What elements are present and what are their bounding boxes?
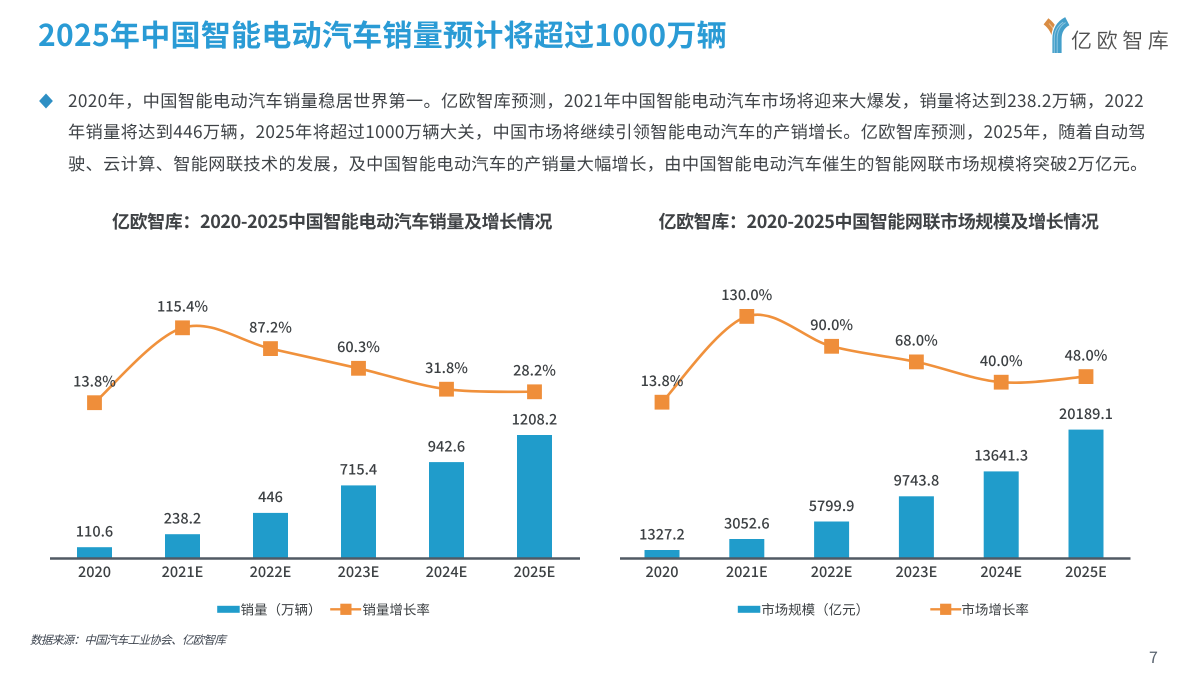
svg-text:130.0%: 130.0% [721, 284, 772, 305]
svg-text:3052.6: 3052.6 [724, 512, 770, 533]
svg-text:942.6: 942.6 [428, 435, 465, 456]
svg-text:1327.2: 1327.2 [639, 523, 685, 544]
svg-text:2025E: 2025E [514, 561, 556, 582]
svg-text:87.2%: 87.2% [249, 316, 292, 337]
svg-text:13.8%: 13.8% [641, 370, 684, 391]
svg-text:28.2%: 28.2% [513, 360, 556, 381]
svg-text:13641.3: 13641.3 [974, 445, 1028, 466]
svg-text:2022E: 2022E [250, 561, 292, 582]
svg-text:销量增长率: 销量增长率 [362, 598, 430, 618]
svg-text:31.8%: 31.8% [425, 357, 468, 378]
svg-text:238.2: 238.2 [164, 508, 201, 529]
svg-text:2025E: 2025E [1065, 561, 1107, 582]
svg-text:亿欧智库：2020-2025中国智能网联市场规模及增长情况: 亿欧智库：2020-2025中国智能网联市场规模及增长情况 [658, 208, 1098, 234]
svg-text:市场规模（亿元）: 市场规模（亿元） [761, 598, 869, 618]
svg-text:2023E: 2023E [338, 561, 380, 582]
svg-text:2020: 2020 [78, 561, 111, 582]
svg-text:2024E: 2024E [426, 561, 468, 582]
svg-text:90.0%: 90.0% [810, 314, 853, 335]
svg-text:销量（万辆）: 销量（万辆） [241, 598, 322, 618]
svg-text:68.0%: 68.0% [895, 330, 938, 351]
svg-text:亿欧智库：2020-2025中国智能电动汽车销量及增长情况: 亿欧智库：2020-2025中国智能电动汽车销量及增长情况 [112, 208, 552, 234]
svg-text:市场增长率: 市场增长率 [961, 598, 1029, 618]
svg-text:1208.2: 1208.2 [512, 408, 558, 429]
svg-text:40.0%: 40.0% [980, 350, 1023, 371]
svg-text:115.4%: 115.4% [157, 296, 208, 317]
svg-text:5799.9: 5799.9 [809, 495, 855, 516]
svg-text:715.4: 715.4 [340, 459, 377, 480]
svg-text:2023E: 2023E [896, 561, 938, 582]
svg-text:2021E: 2021E [162, 561, 204, 582]
svg-text:446: 446 [258, 486, 283, 507]
svg-text:60.3%: 60.3% [337, 336, 380, 357]
svg-text:2022E: 2022E [811, 561, 853, 582]
svg-text:48.0%: 48.0% [1065, 344, 1108, 365]
svg-text:2020: 2020 [645, 561, 678, 582]
svg-text:110.6: 110.6 [76, 521, 113, 542]
svg-text:9743.8: 9743.8 [894, 470, 940, 491]
svg-text:13.8%: 13.8% [73, 371, 116, 392]
svg-text:20189.1: 20189.1 [1059, 403, 1113, 424]
svg-text:2021E: 2021E [726, 561, 768, 582]
svg-text:2024E: 2024E [980, 561, 1022, 582]
